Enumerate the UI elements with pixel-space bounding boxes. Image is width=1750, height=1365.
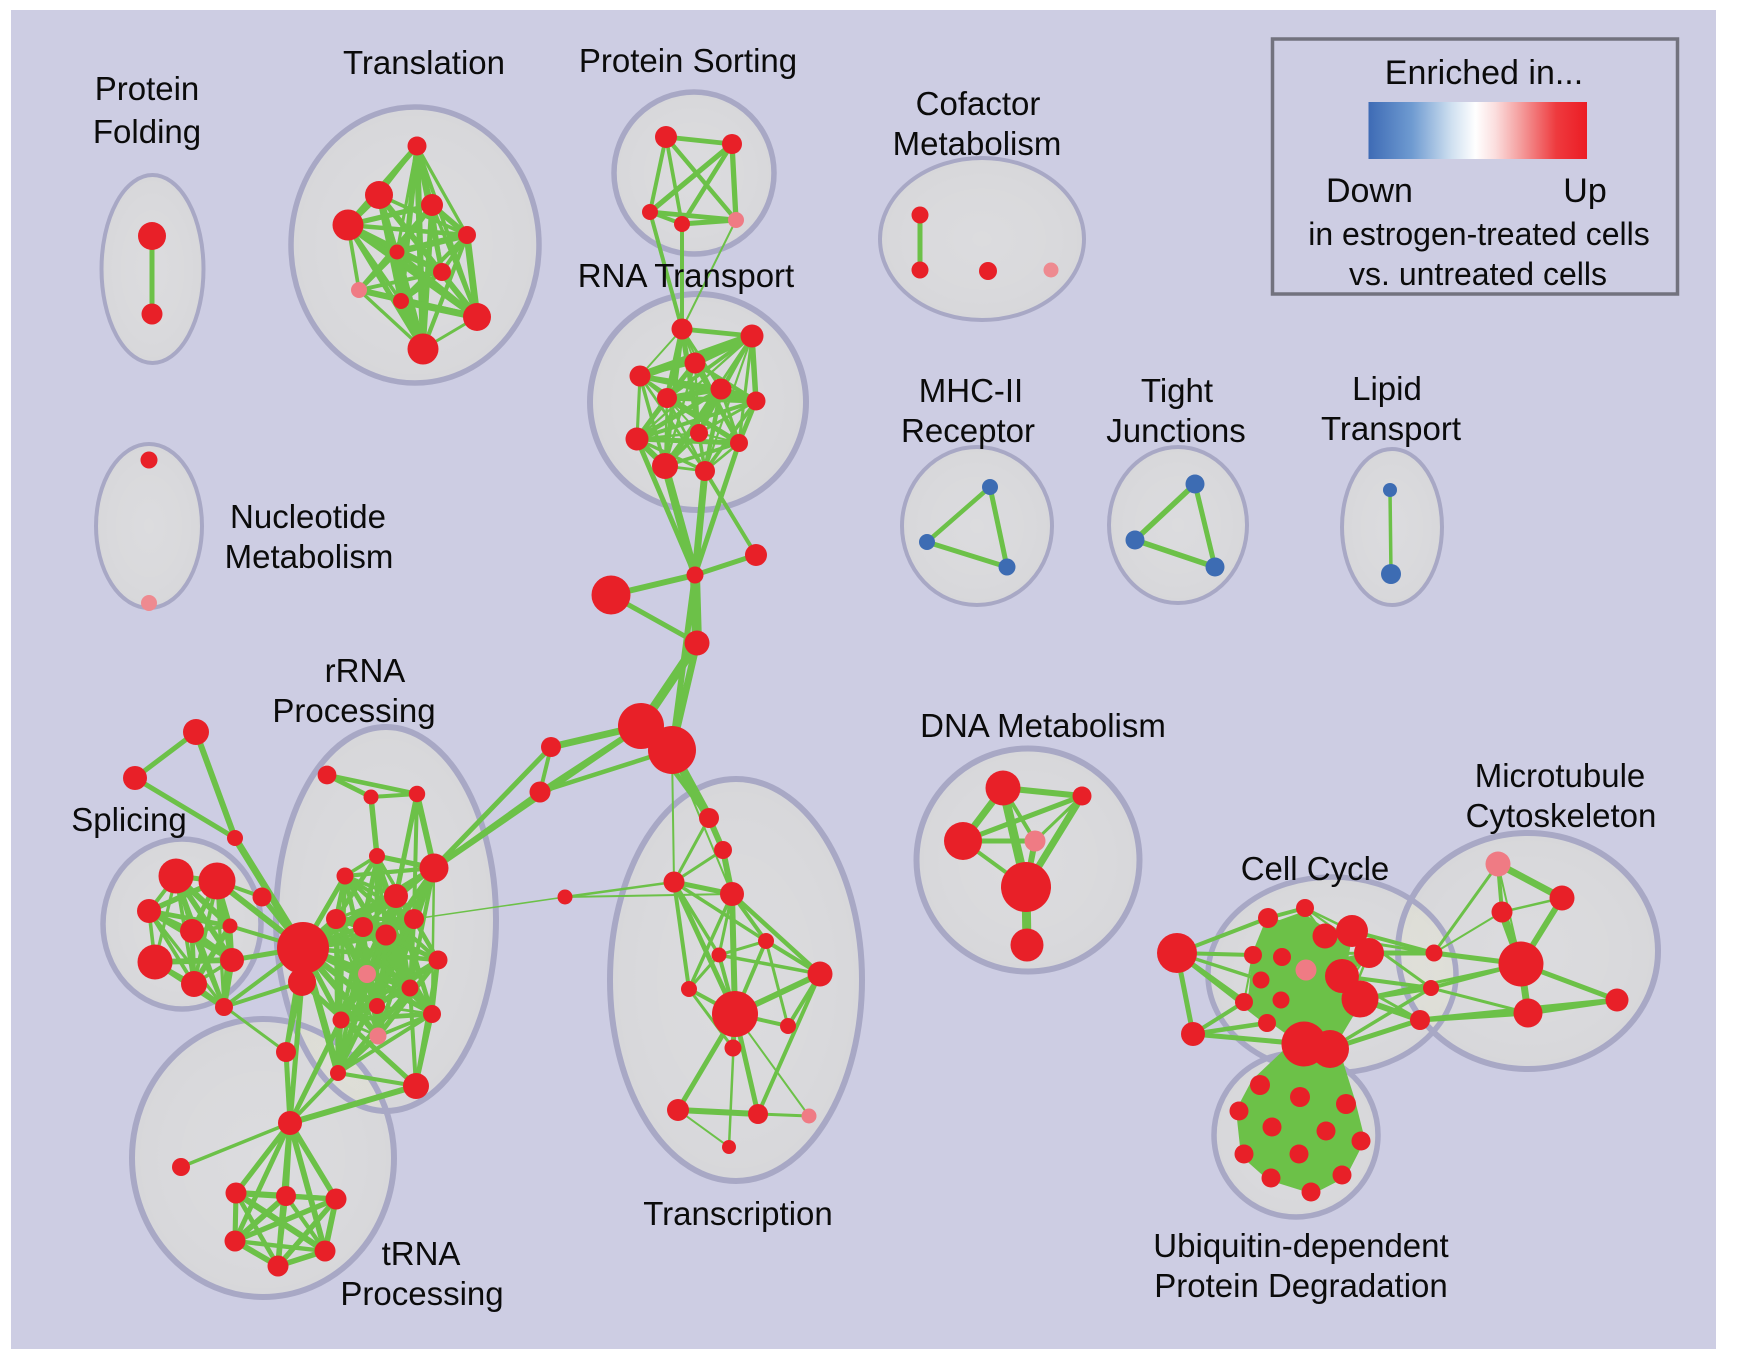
svg-text:Ubiquitin-dependent: Ubiquitin-dependent	[1153, 1227, 1448, 1264]
svg-text:tRNA: tRNA	[382, 1235, 461, 1272]
svg-text:Folding: Folding	[93, 113, 201, 150]
svg-text:Up: Up	[1563, 172, 1606, 210]
svg-text:vs. untreated cells: vs. untreated cells	[1349, 256, 1607, 292]
svg-text:Enriched in...: Enriched in...	[1385, 54, 1583, 92]
svg-text:Processing: Processing	[340, 1275, 503, 1312]
svg-text:Cell Cycle: Cell Cycle	[1241, 850, 1390, 887]
svg-text:Transcription: Transcription	[643, 1195, 833, 1232]
svg-text:Junctions: Junctions	[1106, 412, 1245, 449]
svg-text:Metabolism: Metabolism	[893, 125, 1062, 162]
svg-text:Cytoskeleton: Cytoskeleton	[1466, 797, 1657, 834]
svg-text:Metabolism: Metabolism	[225, 538, 394, 575]
svg-text:Down: Down	[1326, 172, 1413, 210]
svg-text:Translation: Translation	[343, 44, 505, 81]
svg-text:Protein Degradation: Protein Degradation	[1154, 1267, 1448, 1304]
svg-text:rRNA: rRNA	[325, 652, 406, 689]
svg-text:Microtubule: Microtubule	[1475, 757, 1646, 794]
svg-text:Tight: Tight	[1141, 372, 1213, 409]
svg-text:Transport: Transport	[1321, 410, 1461, 447]
svg-text:Receptor: Receptor	[901, 412, 1035, 449]
svg-text:Lipid: Lipid	[1352, 370, 1422, 407]
svg-text:DNA Metabolism: DNA Metabolism	[920, 707, 1166, 744]
svg-text:Splicing: Splicing	[71, 801, 187, 838]
svg-text:MHC-II: MHC-II	[919, 372, 1023, 409]
svg-text:in estrogen-treated cells: in estrogen-treated cells	[1308, 216, 1650, 252]
svg-text:RNA Transport: RNA Transport	[578, 257, 794, 294]
svg-text:Cofactor: Cofactor	[916, 85, 1041, 122]
svg-text:Protein: Protein	[95, 70, 200, 107]
svg-text:Protein Sorting: Protein Sorting	[579, 42, 797, 79]
svg-text:Nucleotide: Nucleotide	[230, 498, 386, 535]
svg-text:Processing: Processing	[272, 692, 435, 729]
